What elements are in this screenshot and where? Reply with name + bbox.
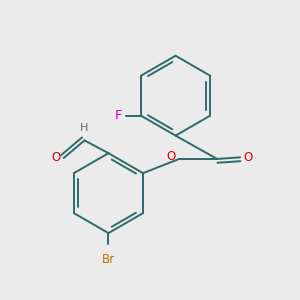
Text: O: O bbox=[167, 150, 176, 163]
Text: F: F bbox=[115, 109, 122, 122]
Text: O: O bbox=[51, 152, 61, 164]
Text: Br: Br bbox=[102, 253, 115, 266]
Text: O: O bbox=[243, 151, 253, 164]
Text: H: H bbox=[80, 123, 88, 134]
